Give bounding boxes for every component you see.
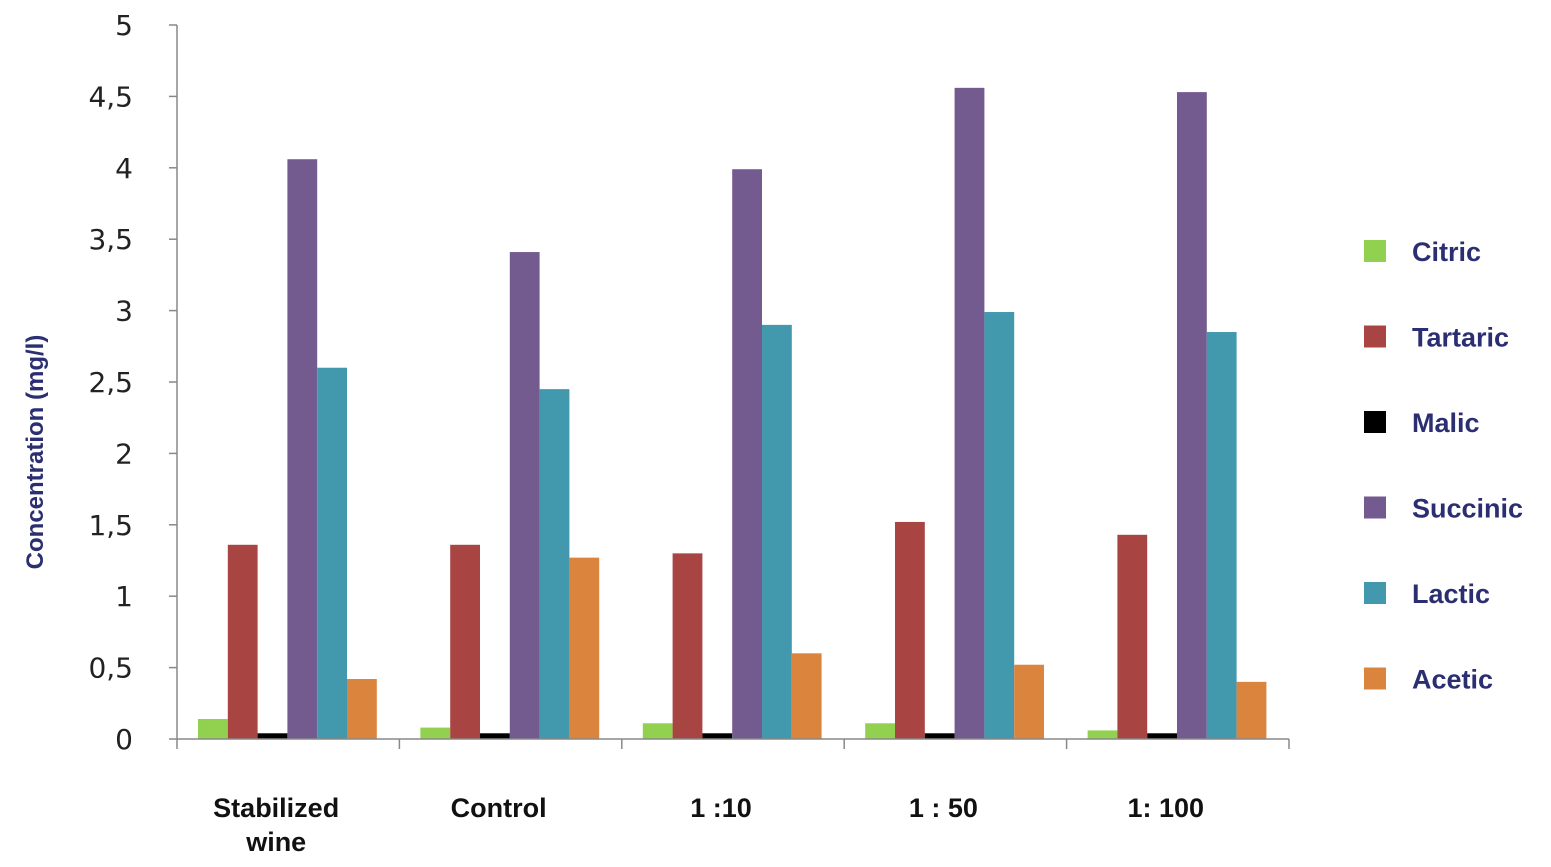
x-axis-category-labels: Stabilized wine Control 1 :10 1 : 50 1: 100	[213, 793, 1204, 857]
bar-acetic-control	[569, 557, 600, 739]
bar-lactic-stabilized-wine	[317, 367, 347, 739]
bar-succinic-1-50	[954, 87, 985, 739]
axes	[176, 25, 1290, 749]
bar-lactic-control	[539, 389, 570, 739]
y-axis-label: Concentration (mg/l)	[22, 335, 49, 570]
y-tick-label: 5	[115, 9, 133, 42]
x-category-label: Control	[451, 793, 547, 823]
bar-lactic-1-100	[1206, 332, 1237, 739]
bar-citric-1-10	[642, 723, 673, 739]
bar-succinic-control	[509, 252, 540, 739]
legend-label: Lactic	[1412, 579, 1490, 609]
bar-malic-1-10	[702, 733, 733, 739]
legend-label: Citric	[1412, 237, 1481, 267]
legend-label: Malic	[1412, 408, 1480, 438]
y-axis-ticks: 0 0,5 1 1,5 2 2,5 3 3,5 4 4,5 5	[88, 9, 177, 756]
bar-succinic-stabilized-wine	[287, 159, 318, 739]
y-tick-label: 2	[115, 437, 133, 470]
bar-citric-control	[420, 727, 451, 739]
x-category-label: 1 :10	[690, 793, 752, 823]
y-tick-label: 3	[115, 295, 133, 328]
bar-tartaric-1-10	[672, 553, 703, 739]
bar-tartaric-control	[450, 544, 480, 739]
legend-item-malic: Malic	[1364, 408, 1480, 438]
legend: Citric Tartaric Malic Succinic Lactic Acetic	[1364, 237, 1523, 695]
bar-tartaric-1-100	[1117, 534, 1148, 739]
x-category-label: 1 : 50	[909, 793, 978, 823]
bars-group	[198, 87, 1267, 740]
y-tick-label: 0	[115, 723, 133, 756]
legend-item-lactic: Lactic	[1364, 579, 1490, 609]
legend-swatch	[1364, 240, 1386, 262]
bar-succinic-1-10	[732, 169, 762, 739]
bar-citric-1-100	[1087, 730, 1118, 739]
x-category-label: Stabilized wine	[213, 793, 339, 857]
bar-malic-1-50	[924, 733, 955, 739]
bar-tartaric-1-50	[895, 521, 925, 739]
bar-lactic-1-50	[984, 312, 1015, 739]
legend-item-citric: Citric	[1364, 237, 1481, 267]
legend-swatch	[1364, 411, 1386, 433]
bar-tartaric-stabilized-wine	[227, 544, 258, 739]
legend-item-succinic: Succinic	[1364, 494, 1523, 524]
bar-acetic-1-100	[1236, 681, 1267, 739]
bar-acetic-1-50	[1014, 664, 1044, 739]
legend-label: Tartaric	[1412, 323, 1509, 353]
y-tick-label: 4	[115, 152, 133, 185]
bar-lactic-1-10	[762, 324, 792, 739]
legend-item-acetic: Acetic	[1364, 665, 1493, 695]
y-tick-label: 2,5	[88, 366, 133, 399]
x-category-label: 1: 100	[1128, 793, 1205, 823]
legend-swatch	[1364, 582, 1386, 604]
bar-malic-1-100	[1147, 733, 1177, 739]
y-tick-label: 4,5	[88, 80, 133, 113]
bar-malic-stabilized-wine	[257, 733, 288, 739]
y-tick-label: 3,5	[88, 223, 133, 256]
y-tick-label: 0,5	[88, 652, 133, 685]
y-tick-label: 1,5	[88, 509, 133, 542]
legend-item-tartaric: Tartaric	[1364, 323, 1509, 353]
bar-malic-control	[480, 733, 510, 739]
legend-swatch	[1364, 325, 1386, 348]
legend-label: Succinic	[1412, 494, 1523, 524]
y-tick-label: 1	[115, 580, 133, 613]
bar-acetic-1-10	[791, 653, 822, 739]
bar-citric-1-50	[865, 723, 895, 739]
legend-swatch	[1364, 496, 1386, 519]
bar-succinic-1-100	[1177, 92, 1207, 740]
legend-swatch	[1364, 667, 1386, 690]
legend-label: Acetic	[1412, 665, 1493, 695]
bar-citric-stabilized-wine	[198, 719, 228, 739]
bar-acetic-stabilized-wine	[347, 679, 377, 739]
